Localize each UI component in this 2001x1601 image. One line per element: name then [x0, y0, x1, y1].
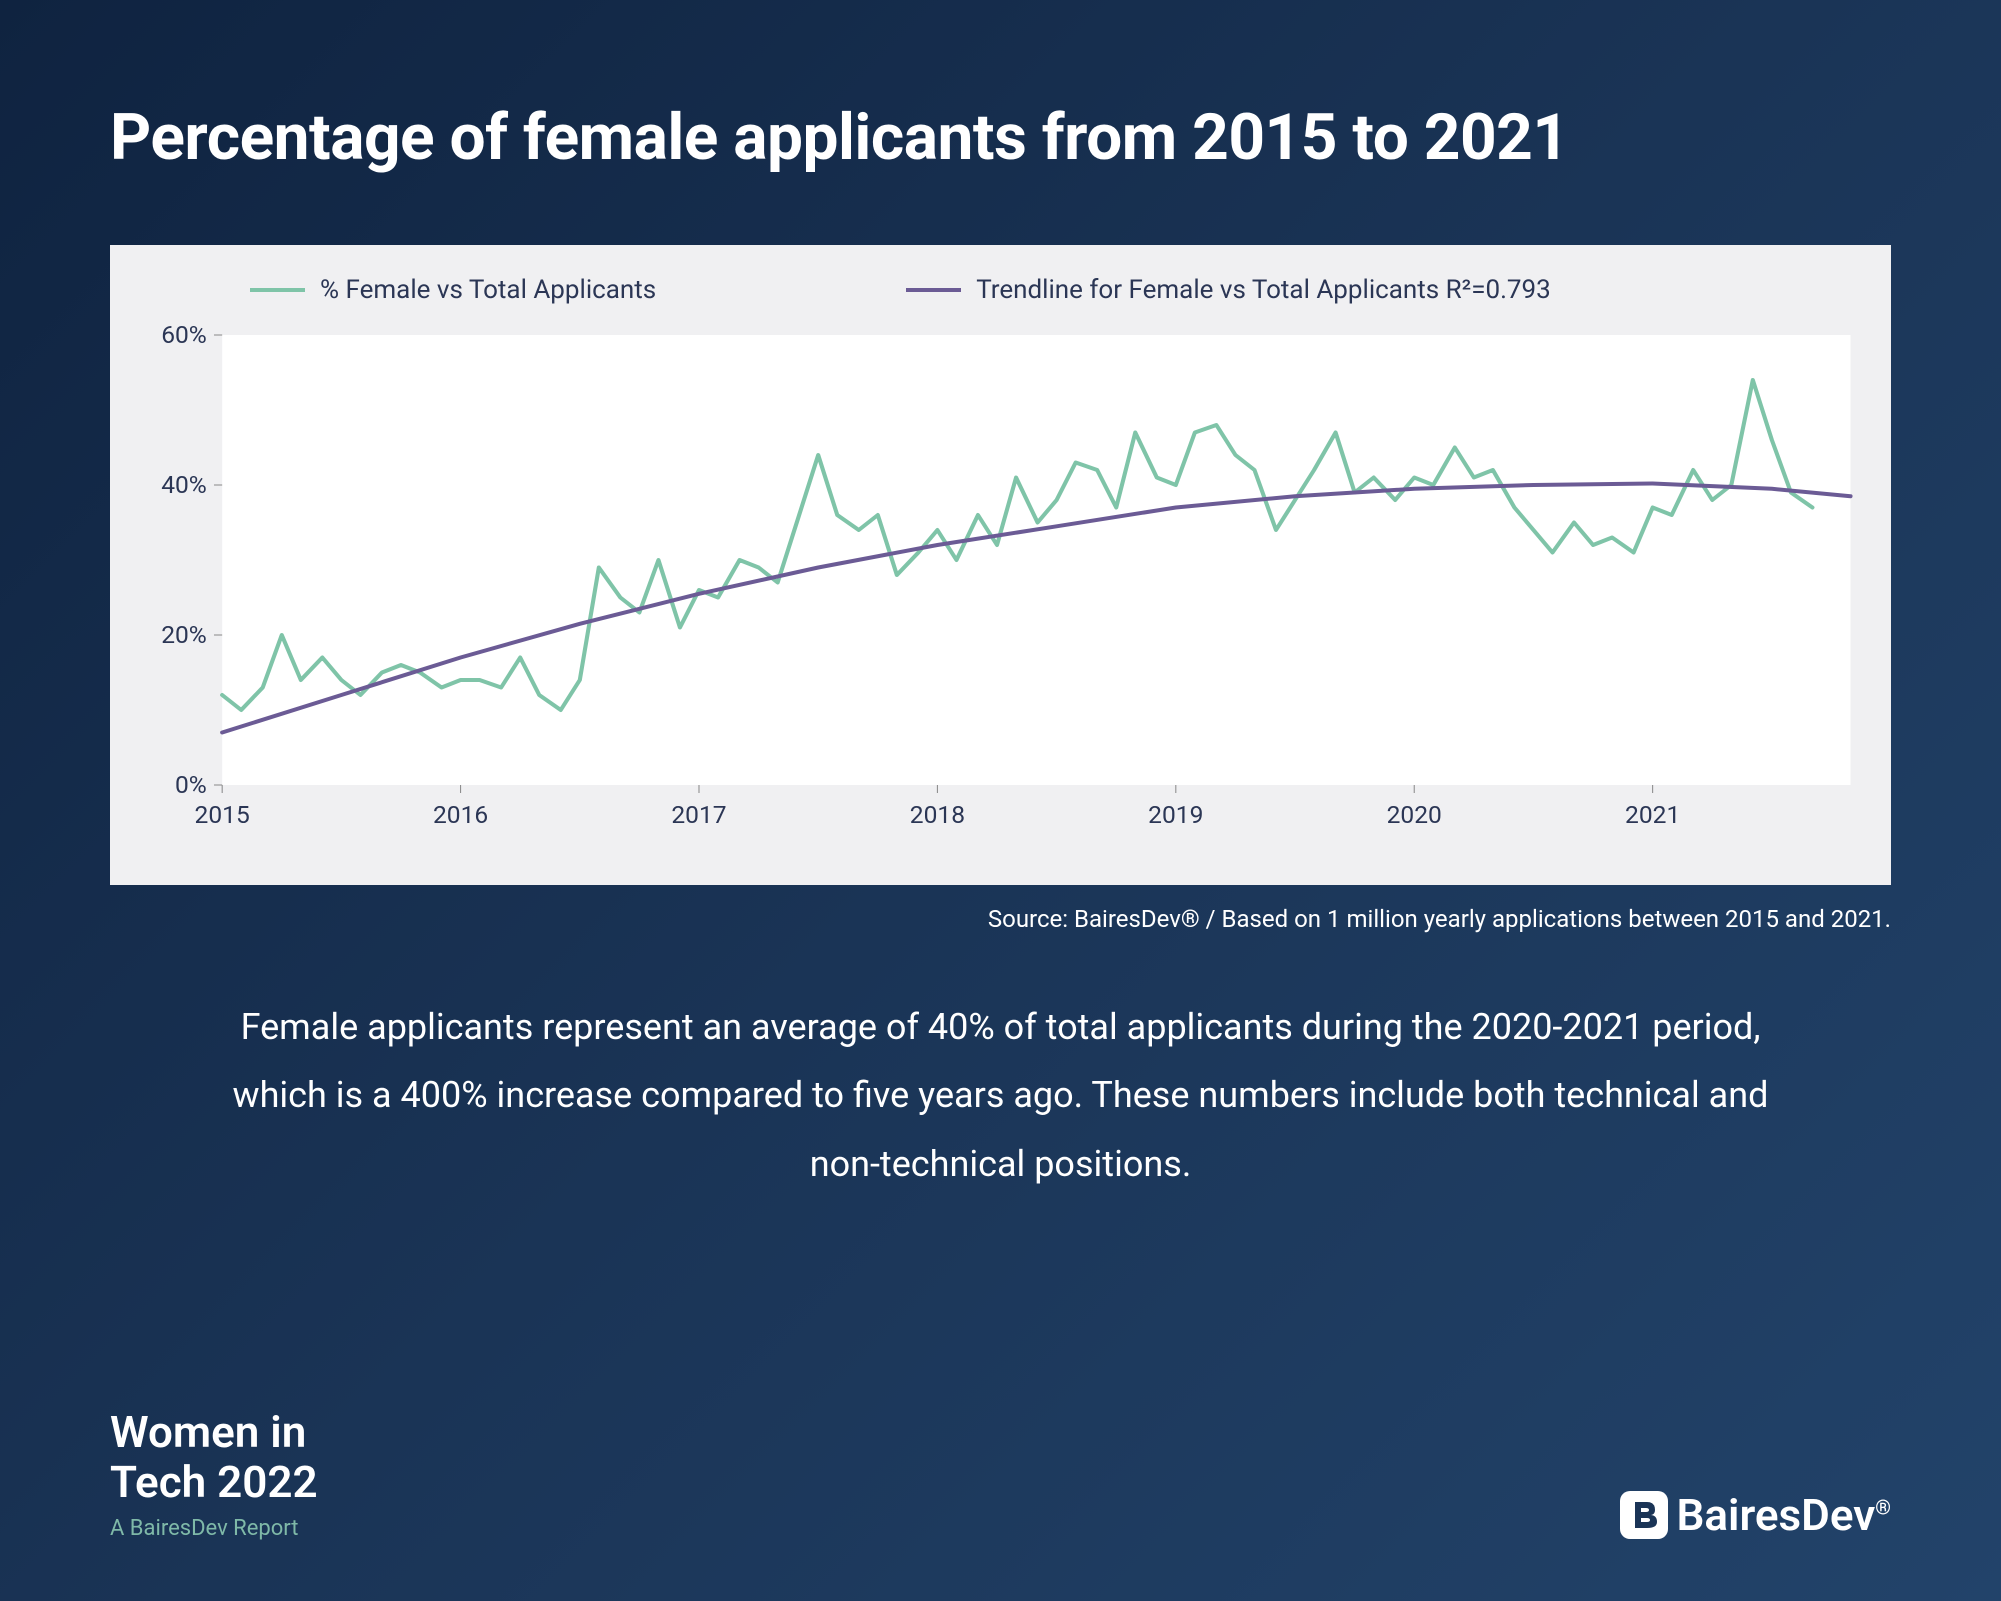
- svg-text:2019: 2019: [1148, 800, 1203, 829]
- svg-text:2021: 2021: [1625, 800, 1680, 829]
- chart-legend: % Female vs Total Applicants Trendline f…: [130, 275, 1871, 305]
- svg-text:60%: 60%: [161, 325, 207, 349]
- svg-text:2020: 2020: [1387, 800, 1442, 829]
- svg-text:2016: 2016: [433, 800, 488, 829]
- legend-item-trendline: Trendline for Female vs Total Applicants…: [906, 275, 1551, 305]
- svg-text:0%: 0%: [175, 770, 207, 799]
- svg-text:2015: 2015: [195, 800, 250, 829]
- svg-text:40%: 40%: [161, 470, 207, 499]
- report-title-line2: Tech 2022: [110, 1456, 318, 1508]
- chart-plot-area: 0% 20% 40% 60% 2015 2016 2017 2018 2019 2020 2021: [130, 325, 1871, 845]
- brand-name: BairesDev®: [1676, 1489, 1891, 1541]
- description-text: Female applicants represent an average o…: [201, 993, 1801, 1198]
- report-subtitle: A BairesDev Report: [110, 1516, 318, 1541]
- legend-label-trendline: Trendline for Female vs Total Applicants…: [976, 275, 1551, 305]
- svg-text:2018: 2018: [910, 800, 965, 829]
- source-caption: Source: BairesDev® / Based on 1 million …: [110, 905, 1891, 933]
- svg-text:2017: 2017: [671, 800, 726, 829]
- svg-text:20%: 20%: [161, 620, 207, 649]
- report-title-line1: Women in: [110, 1406, 306, 1458]
- report-title: Women in Tech 2022: [110, 1407, 318, 1508]
- legend-item-series: % Female vs Total Applicants: [250, 275, 656, 305]
- brand-block: BairesDev®: [1620, 1489, 1891, 1541]
- page-footer: Women in Tech 2022 A BairesDev Report Ba…: [110, 1407, 1891, 1541]
- legend-label-series: % Female vs Total Applicants: [320, 275, 656, 305]
- chart-container: % Female vs Total Applicants Trendline f…: [110, 245, 1891, 885]
- legend-swatch-trendline: [906, 288, 961, 292]
- brand-logo-icon: [1620, 1491, 1668, 1539]
- page-title: Percentage of female applicants from 201…: [110, 100, 1891, 175]
- footer-report-info: Women in Tech 2022 A BairesDev Report: [110, 1407, 318, 1541]
- legend-swatch-series: [250, 288, 305, 292]
